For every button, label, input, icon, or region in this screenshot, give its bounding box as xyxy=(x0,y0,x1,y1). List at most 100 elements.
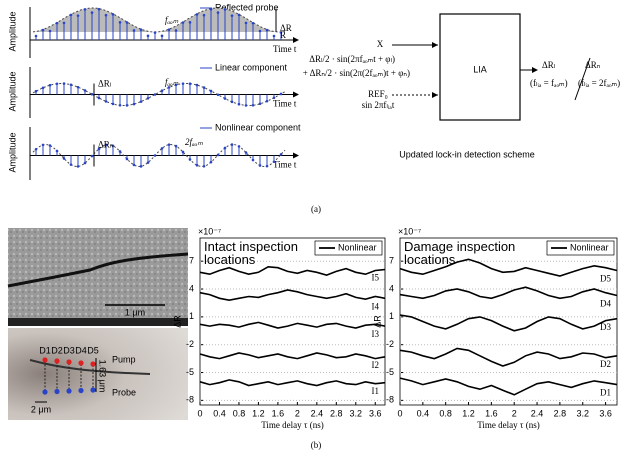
legend: Linear component xyxy=(215,62,288,72)
sample xyxy=(146,96,150,100)
sample xyxy=(237,145,241,148)
point-label: D3 xyxy=(63,345,75,355)
sample xyxy=(209,160,213,164)
sample xyxy=(55,149,59,153)
arrow-head xyxy=(532,67,538,73)
sample xyxy=(111,102,115,106)
data-line xyxy=(199,289,386,302)
sample xyxy=(209,7,213,11)
y-multiplier: ×10⁻⁷ xyxy=(398,226,421,236)
sample xyxy=(132,163,136,167)
sample xyxy=(146,161,150,164)
series-label: D5 xyxy=(600,274,611,284)
sample xyxy=(125,21,129,24)
sample xyxy=(167,143,171,146)
sample xyxy=(104,13,108,17)
series-label: I2 xyxy=(372,360,380,370)
sample xyxy=(181,82,185,85)
legend-box xyxy=(546,240,615,256)
sample xyxy=(125,157,129,161)
sample xyxy=(272,34,276,38)
sample xyxy=(90,154,94,158)
pump-label: Pump xyxy=(112,354,136,364)
sample xyxy=(111,13,115,16)
arrow-head xyxy=(293,152,299,159)
sample xyxy=(251,158,255,162)
sample xyxy=(216,153,220,157)
points: D1 D2 D3 D4 D5 xyxy=(39,345,99,395)
data-line xyxy=(399,377,618,396)
sample xyxy=(76,85,80,89)
base-label: R xyxy=(280,30,286,40)
sample xyxy=(223,8,227,11)
series-label: D1 xyxy=(600,388,611,398)
data-line xyxy=(199,352,386,360)
sample xyxy=(265,99,269,103)
delta-label: ΔR xyxy=(280,23,292,33)
sample xyxy=(69,13,73,17)
y-multiplier: ×10⁻⁷ xyxy=(198,226,221,236)
point-label: D5 xyxy=(87,345,99,355)
sample xyxy=(265,164,269,168)
x-label: Time t xyxy=(273,160,297,170)
data-line xyxy=(399,258,618,277)
x-tick-label: 1.6 xyxy=(485,408,498,418)
sample xyxy=(209,89,213,93)
output-condition: (fₗᵢₐ = 2fₐₒₘ) xyxy=(578,78,620,88)
data-line xyxy=(399,314,618,332)
sample xyxy=(48,83,52,87)
freq-label: fₐₒₘ xyxy=(165,15,179,25)
sample xyxy=(48,29,52,33)
pump-dot xyxy=(66,359,72,365)
spacing-label: 1.63 μm xyxy=(98,360,108,393)
sample xyxy=(69,83,73,87)
sample xyxy=(76,14,80,17)
sample xyxy=(41,143,45,147)
sample xyxy=(90,11,94,14)
sample xyxy=(139,100,143,103)
sample xyxy=(48,144,52,147)
sample xyxy=(104,100,108,103)
sample xyxy=(132,102,136,106)
y-label: ΔR xyxy=(172,315,182,328)
sample xyxy=(62,21,66,25)
lia-box xyxy=(439,13,521,121)
legend-label: Nonlinear xyxy=(570,242,609,252)
sample xyxy=(230,14,234,17)
point-label: D1 xyxy=(39,345,51,355)
probe-dot xyxy=(90,387,96,393)
sample xyxy=(258,164,262,167)
sample xyxy=(202,86,206,89)
sample xyxy=(230,100,234,104)
output-label: ΔRₙ xyxy=(585,60,601,70)
plot-frame xyxy=(399,237,618,406)
y-tick-label: -2 xyxy=(186,339,194,349)
sample xyxy=(272,160,276,164)
sample xyxy=(76,165,80,168)
envelope xyxy=(32,143,286,168)
sample xyxy=(181,21,185,24)
sample xyxy=(146,34,150,38)
envelope xyxy=(32,83,286,106)
caption: (a) xyxy=(311,204,321,214)
sample xyxy=(160,34,164,38)
sample xyxy=(97,96,101,100)
arrow-head xyxy=(432,42,438,48)
sample xyxy=(104,143,108,147)
x-tick-label: 2 xyxy=(295,408,300,418)
sem-image xyxy=(8,228,188,326)
y-label: Amplitude xyxy=(7,132,17,172)
optical-image xyxy=(8,328,188,420)
sample xyxy=(153,154,157,157)
data-line xyxy=(199,265,386,276)
sample xyxy=(160,147,164,150)
ref-label: REF₀ xyxy=(368,89,388,99)
sample xyxy=(83,8,87,11)
y-tick-label: 4 xyxy=(389,283,394,293)
legend: Nonlinear component xyxy=(215,122,301,132)
plot-frame xyxy=(199,237,386,406)
sample xyxy=(174,83,178,87)
sample xyxy=(251,103,255,107)
scheme-title: Updated lock-in detection scheme xyxy=(399,149,535,159)
